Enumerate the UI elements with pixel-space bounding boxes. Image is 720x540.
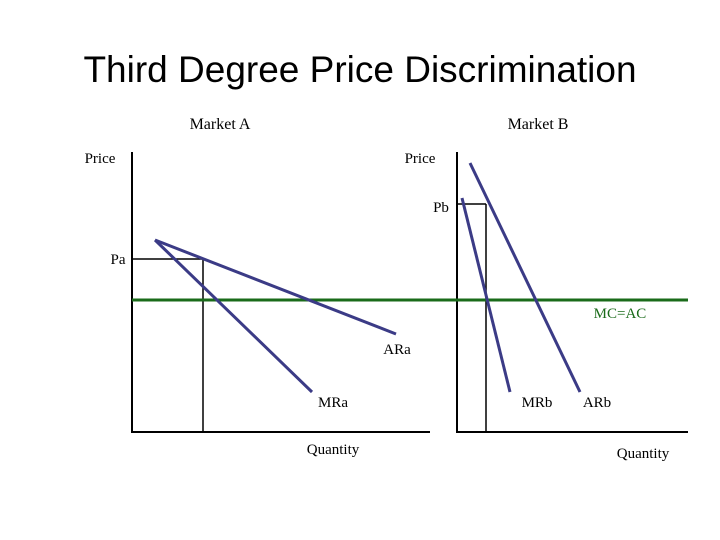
axis-label: Quantity	[617, 446, 670, 462]
slide-title: Third Degree Price Discrimination	[83, 49, 636, 90]
curve-label: ARa	[383, 342, 411, 358]
axis-label: Price	[405, 151, 436, 167]
curve-label: MRb	[522, 395, 553, 411]
guide-lines	[132, 203, 487, 432]
axis-label: Price	[85, 151, 116, 167]
market-heading: Market A	[190, 116, 251, 133]
price-label: Pb	[433, 200, 449, 216]
axes	[131, 152, 688, 433]
price-label: Pa	[111, 252, 126, 268]
curve-label: ARb	[583, 395, 611, 411]
curves	[153, 162, 582, 394]
cost-label: MC=AC	[594, 306, 647, 322]
curve-label: MRa	[318, 395, 348, 411]
axis-label: Quantity	[307, 442, 360, 458]
market-heading: Market B	[508, 116, 569, 133]
